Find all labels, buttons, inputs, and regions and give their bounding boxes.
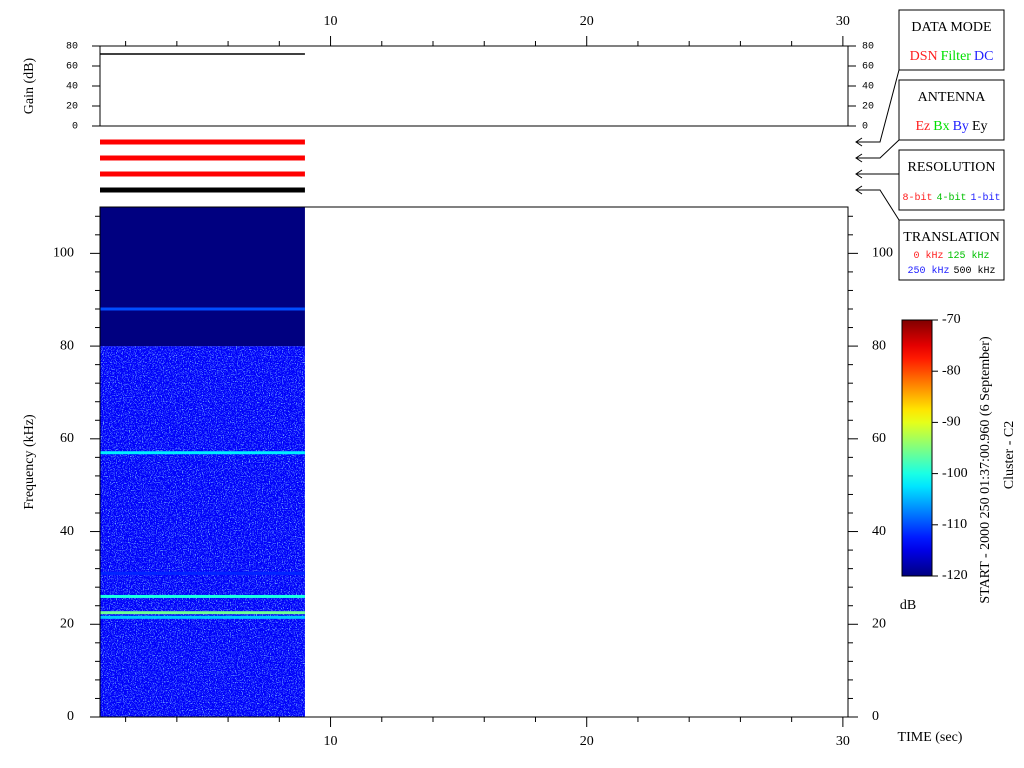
spectrogram-band: [100, 207, 305, 347]
colorbar-label: dB: [900, 598, 916, 613]
colorbar-tick-label: -80: [942, 363, 961, 378]
legend-box: [898, 149, 1005, 211]
emission-line: [100, 611, 305, 615]
legend-item: 0 kHz: [913, 250, 943, 262]
legend-arrowhead: [855, 185, 863, 195]
y-axis-label: Frequency (kHz): [22, 414, 37, 510]
emission-line: [100, 571, 305, 575]
legend-item: 8-bit: [902, 192, 932, 204]
legend-title: TRANSLATION: [903, 230, 999, 245]
x-tick-label: 20: [580, 734, 594, 749]
gain-axis-label: Gain (dB): [22, 57, 37, 114]
gain-frame: [99, 45, 849, 127]
y-tick-label: 0: [872, 709, 879, 724]
legend-row: 0 kHz 125 kHz: [913, 250, 989, 262]
gain-tick-label: 40: [66, 82, 78, 93]
legend-row: 250 kHz 500 kHz: [907, 265, 995, 277]
x-tick-label: 30: [836, 734, 850, 749]
y-tick-label: 60: [872, 431, 886, 446]
x-tick-label: 20: [580, 14, 594, 29]
y-tick-label: 60: [60, 431, 74, 446]
legend-box: [898, 79, 1005, 141]
gain-tick-label: 60: [862, 62, 874, 73]
legend-row: 8-bit 4-bit 1-bit: [902, 192, 1000, 204]
status-bar: [100, 171, 305, 177]
x-tick-label: 10: [324, 14, 338, 29]
legend-row: DSN Filter DC: [910, 49, 994, 64]
gain-tick-label: 80: [862, 42, 874, 53]
x-tick-label: 10: [324, 734, 338, 749]
gain-tick-label: 40: [862, 82, 874, 93]
legend-pointer: [856, 69, 900, 143]
y-tick-label: 80: [60, 338, 74, 353]
legend-item: Filter: [941, 49, 972, 64]
legend-box: [898, 9, 1005, 71]
gain-tick-label: 60: [66, 62, 78, 73]
x-tick-label: 30: [836, 14, 850, 29]
colorbar-tick-label: -100: [942, 466, 968, 481]
legend-arrowhead: [855, 169, 863, 179]
status-bar: [100, 187, 305, 193]
start-time: START - 2000 250 01:37:00.960 (6 Septemb…: [978, 336, 993, 604]
gain-tick-label: 80: [66, 42, 78, 53]
legend-item: Ez: [915, 119, 930, 134]
y-tick-label: 100: [53, 246, 74, 261]
legend-item: 500 kHz: [954, 265, 996, 277]
gain-tick-label: 20: [862, 102, 874, 113]
legend-arrowhead: [855, 153, 863, 163]
legend-pointer: [856, 189, 900, 221]
legend-item: 125 kHz: [948, 250, 990, 262]
spectrogram-frame: [99, 206, 849, 718]
legend-item: Bx: [933, 119, 949, 134]
y-tick-label: 20: [872, 616, 886, 631]
spacecraft: Cluster - C2: [1002, 421, 1017, 489]
status-bar: [100, 155, 305, 161]
legend-item: Ey: [972, 119, 988, 134]
gain-tick-label: 0: [862, 122, 868, 133]
emission-line: [100, 451, 305, 455]
x-axis-label: TIME (sec): [898, 730, 963, 745]
legend-item: By: [953, 119, 969, 134]
y-tick-label: 100: [872, 246, 893, 261]
emission-line: [100, 307, 305, 311]
legend-item: DC: [974, 49, 993, 64]
colorbar-tick-label: -110: [942, 517, 967, 532]
colorbar-tick-label: -120: [942, 568, 968, 583]
legend-item: DSN: [910, 49, 938, 64]
legend-pointer: [856, 139, 900, 159]
emission-line: [100, 615, 305, 619]
legend-title: RESOLUTION: [908, 160, 996, 175]
y-tick-label: 80: [872, 338, 886, 353]
legend-row: Ez Bx By Ey: [915, 119, 987, 134]
colorbar-tick-label: -90: [942, 415, 961, 430]
colorbar: [901, 319, 933, 577]
legend-arrowhead: [855, 137, 863, 147]
y-tick-label: 0: [67, 709, 74, 724]
legend-box: [898, 219, 1005, 281]
legend-item: 1-bit: [971, 192, 1001, 204]
status-bar: [100, 139, 305, 145]
legend-title: ANTENNA: [918, 90, 987, 105]
gain-tick-label: 20: [66, 102, 78, 113]
legend-item: 250 kHz: [907, 265, 949, 277]
spectrogram-texture: [100, 346, 305, 717]
colorbar-tick-label: -70: [942, 312, 961, 327]
y-tick-label: 40: [872, 524, 886, 539]
legend-item: 4-bit: [936, 192, 966, 204]
emission-line: [100, 594, 305, 598]
gain-tick-label: 0: [72, 122, 78, 133]
legend-title: DATA MODE: [911, 20, 991, 35]
y-tick-label: 40: [60, 524, 74, 539]
y-tick-label: 20: [60, 616, 74, 631]
